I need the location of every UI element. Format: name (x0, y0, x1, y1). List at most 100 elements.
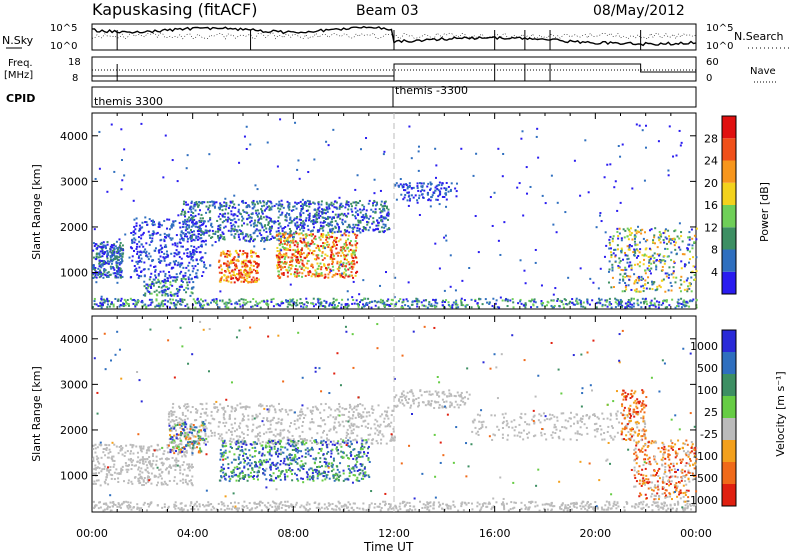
echo-cell (667, 174, 670, 177)
echo-cell (202, 233, 205, 236)
echo-cell (145, 254, 148, 257)
echo-cell (470, 306, 473, 309)
echo-cell (506, 300, 509, 303)
echo-cell (244, 239, 247, 242)
echo-cell (186, 224, 189, 227)
echo-cell (334, 225, 337, 228)
echo-cell (230, 423, 233, 426)
echo-cell (159, 233, 162, 236)
echo-cell (220, 439, 223, 442)
echo-cell (301, 413, 304, 416)
echo-cell (166, 293, 169, 296)
echo-cell (261, 236, 264, 239)
echo-cell (314, 220, 317, 223)
echo-cell (237, 278, 240, 281)
echo-cell (519, 298, 522, 301)
echo-cell (650, 299, 653, 302)
echo-cell (252, 251, 255, 254)
echo-cell (126, 450, 129, 453)
echo-cell (421, 193, 424, 196)
echo-cell (691, 270, 694, 273)
echo-cell (312, 223, 315, 226)
echo-cell (170, 226, 173, 229)
echo-cell (241, 273, 244, 276)
echo-cell (598, 299, 601, 302)
echo-cell (534, 248, 537, 251)
echo-cell (387, 214, 390, 217)
echo-cell (244, 442, 247, 445)
echo-cell (205, 402, 208, 405)
nsky-tick-top: 10^5 (50, 23, 77, 34)
echo-cell (299, 215, 302, 218)
echo-cell (328, 237, 331, 240)
echo-cell (331, 218, 334, 221)
echo-cell (92, 249, 95, 252)
echo-cell (113, 463, 116, 466)
echo-cell (308, 214, 311, 217)
echo-cell (642, 237, 645, 240)
echo-cell (323, 211, 326, 214)
echo-cell (199, 449, 202, 452)
echo-cell (380, 442, 383, 445)
echo-cell (329, 302, 332, 305)
echo-cell (349, 240, 352, 243)
echo-cell (122, 305, 125, 308)
echo-cell (196, 409, 199, 412)
colorbar-segment (722, 249, 736, 272)
echo-cell (308, 201, 311, 204)
echo-cell (332, 243, 335, 246)
echo-cell (522, 304, 525, 307)
echo-cell (107, 275, 110, 278)
echo-cell (353, 251, 356, 254)
echo-cell (290, 300, 293, 303)
echo-cell (293, 419, 296, 422)
echo-cell (112, 244, 115, 247)
echo-cell (209, 200, 212, 203)
echo-cell (316, 230, 319, 233)
echo-cell (134, 232, 137, 235)
echo-cell (454, 301, 457, 304)
echo-cell (112, 455, 115, 458)
echo-cell (559, 299, 562, 302)
echo-cell (175, 429, 178, 432)
echo-cell (255, 280, 258, 283)
echo-cell (385, 271, 388, 274)
echo-cell (383, 230, 386, 233)
echo-cell (229, 437, 232, 440)
echo-cell (252, 238, 255, 241)
echo-cell (442, 299, 445, 302)
echo-cell (133, 237, 136, 240)
echo-cell (351, 263, 354, 266)
echo-cell (167, 413, 170, 416)
echo-cell (266, 300, 269, 303)
echo-cell (663, 255, 666, 258)
echo-cell (289, 231, 292, 234)
echo-cell (381, 302, 384, 305)
echo-cell (343, 247, 346, 250)
echo-cell (646, 239, 649, 242)
echo-cell (191, 270, 194, 273)
echo-cell (360, 415, 363, 418)
echo-cell (155, 298, 158, 301)
echo-cell (277, 304, 280, 307)
echo-cell (268, 438, 271, 441)
echo-cell (431, 305, 434, 308)
echo-cell (169, 435, 172, 438)
echo-cell (172, 447, 175, 450)
echo-cell (155, 475, 158, 478)
echo-cell (231, 200, 234, 203)
echo-cell (99, 269, 102, 272)
echo-cell (196, 298, 199, 301)
echo-cell (299, 438, 302, 441)
echo-cell (356, 229, 359, 232)
echo-cell (210, 222, 213, 225)
echo-cell (295, 301, 298, 304)
echo-cell (688, 243, 691, 246)
echo-cell (161, 291, 164, 294)
echo-cell (289, 235, 292, 238)
echo-cell (233, 217, 236, 220)
echo-cell (307, 214, 310, 217)
echo-cell (150, 298, 153, 301)
echo-cell (324, 306, 327, 309)
echo-cell (392, 439, 395, 442)
